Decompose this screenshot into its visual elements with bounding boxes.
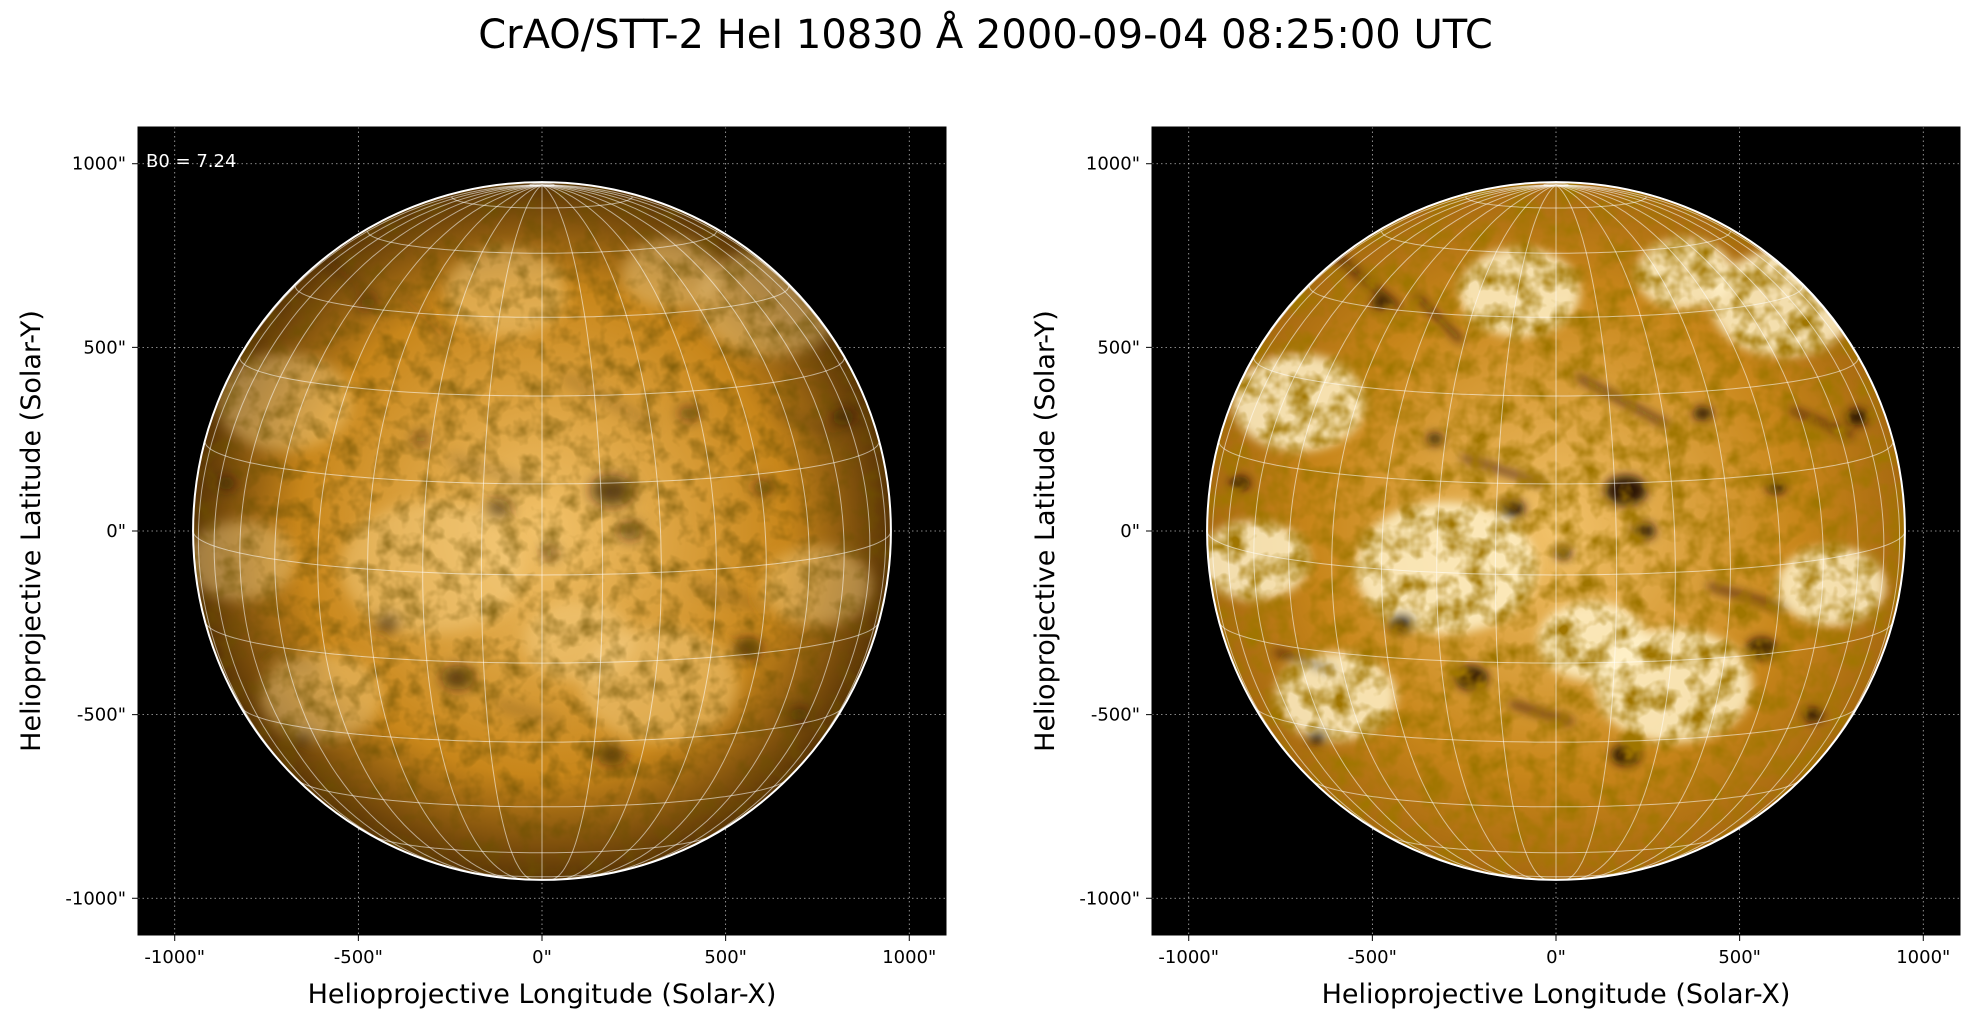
longitude-line bbox=[213, 184, 543, 859]
y-tick-labels: 1000" 500" 0" -500" -1000" bbox=[65, 154, 138, 909]
longitude-line bbox=[1555, 184, 1824, 876]
y-tick-labels: 1000" 500" 0" -500" -1000" bbox=[1079, 154, 1152, 909]
latitude-line bbox=[294, 286, 790, 318]
solar-panel-left: B0 = 7.24 -1000" -500" 0" 500" 1000" 1000" 50… bbox=[16, 126, 947, 1010]
y-tick-label: 500" bbox=[1097, 337, 1140, 358]
solar-limb bbox=[1206, 181, 1906, 881]
x-tick-label: 500" bbox=[1718, 947, 1761, 968]
longitude-line bbox=[366, 184, 543, 879]
latitude-line bbox=[451, 196, 633, 209]
longitude-line bbox=[541, 184, 767, 879]
longitude-line bbox=[480, 184, 543, 880]
latitude-line bbox=[1308, 286, 1804, 318]
y-tick-label: -500" bbox=[1091, 705, 1140, 726]
latitude-line bbox=[1218, 621, 1894, 664]
latitude-line bbox=[1255, 707, 1857, 743]
latitude-line bbox=[297, 779, 787, 808]
longitude-line bbox=[541, 184, 887, 809]
x-axis-label: Helioprojective Longitude (Solar-X) bbox=[308, 979, 777, 1010]
y-tick-label: -1000" bbox=[1079, 888, 1140, 909]
x-tick-label: 0" bbox=[532, 947, 552, 968]
longitude-line bbox=[1227, 184, 1557, 859]
solar-limb bbox=[192, 181, 892, 881]
longitude-line bbox=[541, 184, 718, 879]
y-tick-label: 500" bbox=[83, 337, 126, 358]
latitude-line bbox=[1253, 357, 1859, 397]
latitude-line bbox=[367, 231, 717, 254]
latitude-line bbox=[193, 530, 891, 576]
x-tick-label: -500" bbox=[334, 947, 383, 968]
longitude-line bbox=[422, 184, 543, 880]
latitude-line bbox=[1218, 441, 1894, 485]
solar-panel-right: -1000" -500" 0" 500" 1000" 1000"500"0"-500"-… bbox=[1030, 126, 1961, 1010]
latitude-line bbox=[1381, 231, 1731, 254]
longitude-line bbox=[1555, 184, 1732, 879]
y-tick-label: -500" bbox=[77, 705, 126, 726]
y-axis-label: Helioprojective Latitude (Solar-Y) bbox=[1030, 310, 1061, 752]
y-tick-label: 0" bbox=[106, 521, 126, 542]
x-tick-label: -1000" bbox=[1158, 947, 1219, 968]
longitude-line bbox=[1380, 184, 1557, 879]
longitude-line bbox=[274, 184, 543, 876]
longitude-line bbox=[541, 184, 845, 871]
longitude-line bbox=[541, 184, 662, 880]
longitude-line bbox=[541, 184, 871, 859]
longitude-line bbox=[1253, 184, 1557, 871]
heliographic-grid bbox=[1207, 183, 1905, 880]
longitude-line bbox=[1555, 184, 1901, 809]
x-tick-labels: -1000" -500" 0" 500" 1000" bbox=[144, 935, 936, 968]
x-tick-label: 0" bbox=[1546, 947, 1566, 968]
longitude-line bbox=[1555, 184, 1676, 880]
longitude-line bbox=[1211, 184, 1557, 809]
latitude-line bbox=[1311, 779, 1801, 808]
longitude-line bbox=[541, 184, 810, 876]
latitude-line bbox=[1207, 530, 1905, 576]
longitude-line bbox=[1331, 184, 1557, 879]
y-tick-label: 0" bbox=[1120, 521, 1140, 542]
x-tick-label: -500" bbox=[1348, 947, 1397, 968]
x-axis-label: Helioprojective Longitude (Solar-X) bbox=[1322, 979, 1791, 1010]
longitude-line bbox=[541, 184, 604, 880]
x-tick-label: 1000" bbox=[1896, 947, 1950, 968]
latitude-line bbox=[204, 621, 880, 664]
longitude-line bbox=[1494, 184, 1557, 880]
longitude-line bbox=[1555, 184, 1885, 859]
longitude-line bbox=[1555, 184, 1618, 880]
y-tick-label: -1000" bbox=[65, 888, 126, 909]
x-tick-label: -1000" bbox=[144, 947, 205, 968]
longitude-line bbox=[1436, 184, 1557, 880]
latitude-line bbox=[1543, 183, 1569, 188]
latitude-line bbox=[1465, 196, 1647, 209]
x-tick-label: 1000" bbox=[882, 947, 936, 968]
latitude-line bbox=[204, 441, 880, 485]
latitude-line bbox=[239, 357, 845, 397]
latitude-line bbox=[372, 835, 712, 854]
latitude-line bbox=[529, 183, 555, 188]
longitude-line bbox=[197, 184, 543, 809]
y-axis-label: Helioprojective Latitude (Solar-Y) bbox=[16, 310, 47, 752]
longitude-line bbox=[1555, 184, 1859, 871]
figure-title: CrAO/STT-2 HeI 10830 Å 2000-09-04 08:25:… bbox=[478, 12, 1493, 58]
y-tick-label: 1000" bbox=[1086, 154, 1140, 175]
x-tick-labels: -1000" -500" 0" 500" 1000" bbox=[1158, 935, 1950, 968]
y-tick-label: 1000" bbox=[72, 154, 126, 175]
b0-annotation: B0 = 7.24 bbox=[146, 151, 236, 172]
x-tick-label: 500" bbox=[704, 947, 747, 968]
latitude-line bbox=[1386, 835, 1726, 854]
longitude-line bbox=[1288, 184, 1557, 876]
longitude-line bbox=[1555, 184, 1781, 879]
longitude-line bbox=[317, 184, 543, 879]
latitude-line bbox=[241, 707, 843, 743]
heliographic-grid bbox=[193, 183, 891, 880]
longitude-line bbox=[239, 184, 543, 871]
